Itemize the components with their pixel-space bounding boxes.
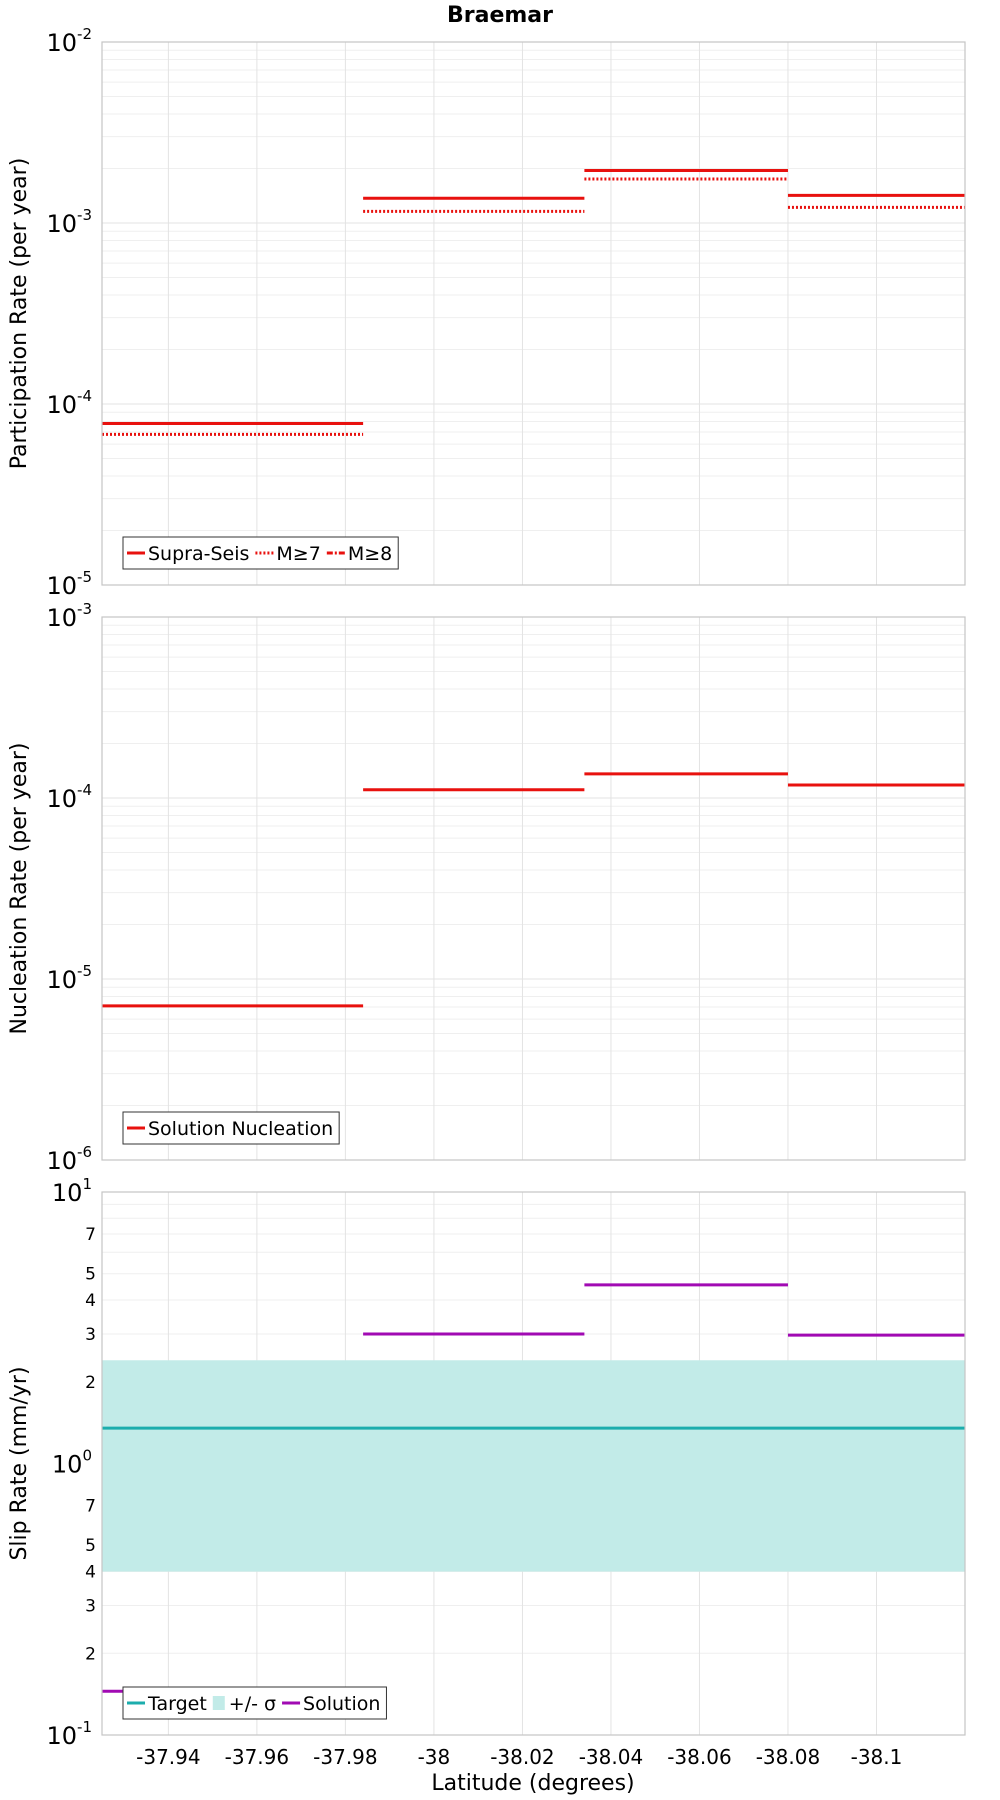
x-tick-label: -37.96 bbox=[225, 1745, 289, 1769]
legend-label: M≥8 bbox=[348, 543, 392, 565]
legend-label: Solution Nucleation bbox=[148, 1118, 333, 1140]
y-tick-label: 10-3 bbox=[46, 600, 92, 632]
legend-label: Supra-Seis bbox=[148, 543, 249, 565]
y-tick-label: 10-1 bbox=[46, 1718, 92, 1750]
legend-label: Target bbox=[147, 1693, 207, 1715]
panel-participation: 10-2 10-3 10-4 10-5 Participation Rate (per … bbox=[7, 25, 966, 600]
y-minor-tick-label: 2 bbox=[85, 1373, 96, 1393]
legend-label: M≥7 bbox=[276, 543, 320, 565]
legend-box bbox=[122, 1111, 340, 1145]
legend-label: Solution bbox=[303, 1693, 380, 1715]
y-tick-label: 101 bbox=[52, 1175, 92, 1207]
y-axis-label-slip: Slip Rate (mm/yr) bbox=[7, 1366, 32, 1560]
y-tick-label: 100 bbox=[52, 1447, 92, 1479]
y-minor-tick-label: 2 bbox=[85, 1644, 96, 1664]
sigma-band bbox=[102, 1360, 965, 1572]
x-tick-label: -38.02 bbox=[490, 1745, 554, 1769]
plot-frame bbox=[101, 41, 966, 586]
y-minor-tick-label: 4 bbox=[85, 1563, 96, 1583]
panel-nucleation: 10-3 10-4 10-5 10-6 Nucleation Rate (per yea… bbox=[7, 600, 966, 1175]
legend-participation: Supra-Seis M≥7 M≥8 bbox=[122, 536, 399, 570]
y-minor-tick-label: 3 bbox=[85, 1596, 96, 1616]
y-tick-label: 10-6 bbox=[46, 1143, 92, 1175]
legend-swatch-band bbox=[212, 1696, 225, 1710]
plot-frame bbox=[101, 616, 966, 1161]
y-tick-label: 10-4 bbox=[46, 387, 92, 419]
x-axis-label: Latitude (degrees) bbox=[431, 1771, 634, 1796]
x-tick-label: -38.06 bbox=[667, 1745, 731, 1769]
x-tick-label: -38 bbox=[418, 1745, 451, 1769]
y-minor-tick-label: 7 bbox=[85, 1497, 96, 1517]
x-tick-label: -38.08 bbox=[756, 1745, 820, 1769]
y-minor-tick-label: 7 bbox=[85, 1225, 96, 1245]
chart-title: Braemar bbox=[447, 3, 553, 28]
x-tick-label: -37.98 bbox=[313, 1745, 377, 1769]
plot-frame bbox=[101, 1191, 966, 1736]
y-tick-label: 10-5 bbox=[46, 962, 92, 994]
x-tick-label: -38.1 bbox=[851, 1745, 903, 1769]
y-tick-label: 10-3 bbox=[46, 206, 92, 238]
y-minor-tick-label: 4 bbox=[85, 1291, 96, 1311]
legend-nucleation: Solution Nucleation bbox=[122, 1111, 340, 1145]
x-tick-label: -38.04 bbox=[579, 1745, 643, 1769]
panel-slip: 101 100 10-1 7 5 4 3 2 7 5 4 3 2 Slip Rate (mm/yr) Tar… bbox=[7, 1175, 966, 1750]
y-minor-tick-label: 3 bbox=[85, 1325, 96, 1345]
legend-label: +/- σ bbox=[229, 1693, 276, 1715]
y-tick-label: 10-2 bbox=[46, 25, 92, 57]
legend-slip: Target +/- σ Solution bbox=[122, 1686, 387, 1720]
y-tick-label: 10-5 bbox=[46, 568, 92, 600]
y-minor-tick-label: 5 bbox=[85, 1265, 96, 1285]
y-axis-label-nucleation: Nucleation Rate (per year) bbox=[7, 743, 32, 1035]
y-axis-label-participation: Participation Rate (per year) bbox=[7, 158, 32, 470]
y-tick-label: 10-4 bbox=[46, 781, 92, 813]
y-minor-tick-label: 5 bbox=[85, 1536, 96, 1556]
legend-box bbox=[122, 1686, 387, 1720]
x-tick-label: -37.94 bbox=[136, 1745, 200, 1769]
